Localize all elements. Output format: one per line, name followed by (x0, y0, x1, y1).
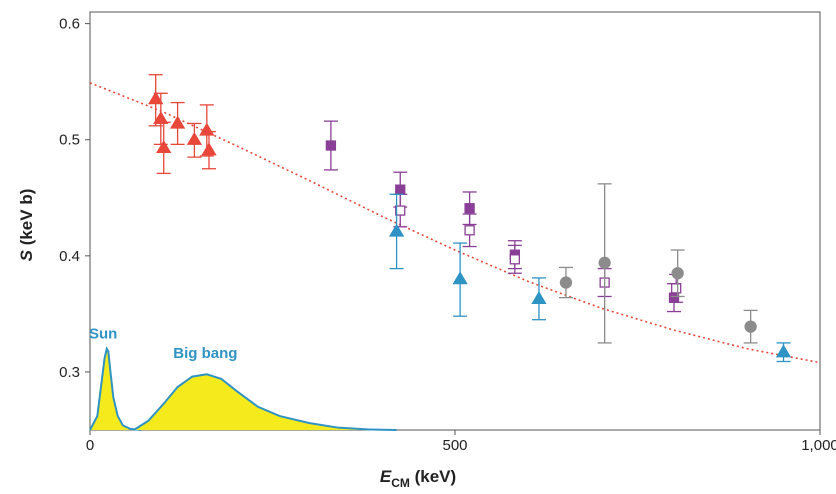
data-point (671, 267, 684, 280)
data-point (464, 225, 475, 236)
x-axis-label-main: E (380, 467, 392, 486)
fit-curve-layer (89, 82, 821, 364)
data-point (169, 115, 186, 129)
x-tick-label: 0 (86, 437, 94, 454)
y-tick-label: 0.4 (59, 248, 80, 265)
data-point (395, 184, 406, 195)
gamow-peaks-layer (89, 346, 397, 431)
big-bang-peak-fill (133, 374, 397, 430)
data-point (186, 131, 203, 145)
big-bang-label: Big bang (173, 345, 237, 362)
data-point (153, 111, 169, 125)
data-point (325, 140, 337, 151)
y-axis-label-main: S (17, 249, 36, 261)
data-point (148, 91, 164, 105)
series-4 (558, 183, 758, 344)
fit-curve (89, 82, 821, 364)
data-points-layer (148, 74, 792, 363)
data-point (509, 254, 521, 265)
y-axis-label-unit: (keV b) (17, 189, 36, 250)
y-tick-label: 0.3 (59, 364, 80, 381)
series-1 (323, 120, 681, 313)
sun-label: Sun (89, 325, 117, 342)
data-point (744, 320, 757, 333)
x-tick-label: 500 (442, 437, 467, 454)
plot-frame (89, 11, 821, 431)
series-2 (393, 193, 684, 303)
data-point (395, 205, 406, 216)
y-axis-label: S (keV b) (17, 189, 36, 262)
series-3 (388, 193, 792, 363)
x-axis-label: ECM (keV) (380, 467, 456, 490)
data-point (464, 203, 475, 214)
y-tick-label: 0.6 (59, 16, 80, 33)
data-point (559, 276, 573, 289)
data-point (775, 344, 792, 358)
big-bang-peak-outline (133, 373, 397, 431)
axes-layer: 0 500 1,000 0.3 0.4 0.5 0.6 (59, 16, 836, 454)
data-point (201, 142, 217, 156)
data-point (156, 140, 172, 154)
series-0 (148, 74, 217, 175)
sun-peak-outline (89, 346, 142, 431)
data-point (388, 223, 405, 237)
x-axis-label-unit: (keV) (410, 467, 456, 486)
sun-peak-fill (90, 348, 142, 430)
y-tick-label: 0.5 (59, 132, 80, 149)
data-point (531, 291, 547, 304)
data-point (452, 271, 468, 285)
data-point (598, 256, 611, 269)
x-axis-label-subscript: CM (391, 476, 410, 490)
x-tick-label: 1,000 (801, 437, 836, 454)
data-point (671, 283, 682, 294)
